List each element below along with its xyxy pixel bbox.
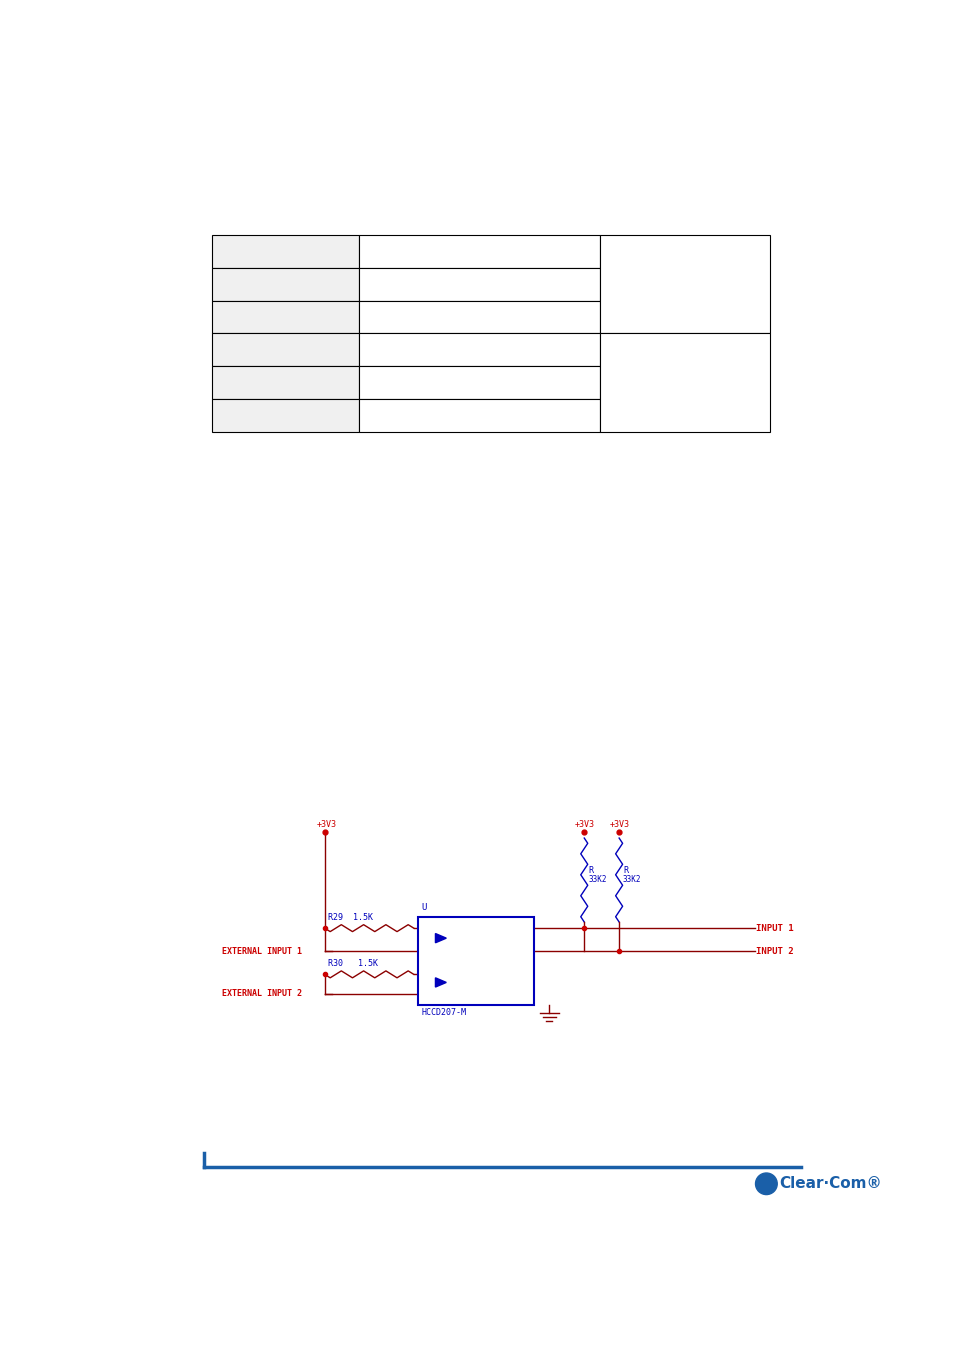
Text: 2: 2: [418, 945, 424, 954]
Text: 7: 7: [522, 945, 527, 954]
Text: INPUT 2: INPUT 2: [756, 946, 793, 956]
Text: INPUT 1: INPUT 1: [756, 923, 793, 933]
Text: EXTERNAL INPUT 1: EXTERNAL INPUT 1: [221, 946, 301, 956]
Bar: [212, 333, 359, 366]
Bar: [359, 366, 599, 398]
Bar: [212, 301, 359, 333]
Text: HCCD207-M: HCCD207-M: [421, 1008, 466, 1018]
Bar: [359, 333, 599, 366]
Text: +3V3: +3V3: [575, 819, 595, 829]
Polygon shape: [435, 977, 446, 987]
Text: Clear·Com®: Clear·Com®: [778, 1176, 881, 1191]
Text: 33K2: 33K2: [622, 875, 640, 884]
Bar: [212, 398, 359, 432]
Bar: [359, 398, 599, 432]
Circle shape: [755, 1173, 777, 1195]
Bar: [359, 267, 599, 301]
Bar: [417, 917, 534, 1006]
Text: R: R: [587, 865, 593, 875]
Bar: [359, 301, 599, 333]
Text: R29  1.5K: R29 1.5K: [328, 913, 374, 922]
Text: 3: 3: [418, 968, 424, 977]
Text: 6: 6: [522, 968, 527, 977]
Text: +3V3: +3V3: [316, 819, 336, 829]
Bar: [212, 267, 359, 301]
Bar: [212, 235, 359, 267]
Bar: [212, 366, 359, 398]
Polygon shape: [435, 934, 446, 942]
Text: 8: 8: [522, 922, 527, 931]
Text: R: R: [622, 865, 627, 875]
Text: C: C: [761, 1179, 770, 1189]
Text: 33K2: 33K2: [587, 875, 606, 884]
Text: R30   1.5K: R30 1.5K: [328, 958, 378, 968]
Text: 1: 1: [418, 922, 424, 931]
Text: U: U: [421, 903, 426, 911]
Text: 4: 4: [472, 996, 476, 1006]
Text: +3V3: +3V3: [609, 819, 629, 829]
Bar: [599, 235, 769, 333]
Text: EXTERNAL INPUT 2: EXTERNAL INPUT 2: [221, 990, 301, 998]
Bar: [359, 235, 599, 267]
Bar: [599, 333, 769, 432]
